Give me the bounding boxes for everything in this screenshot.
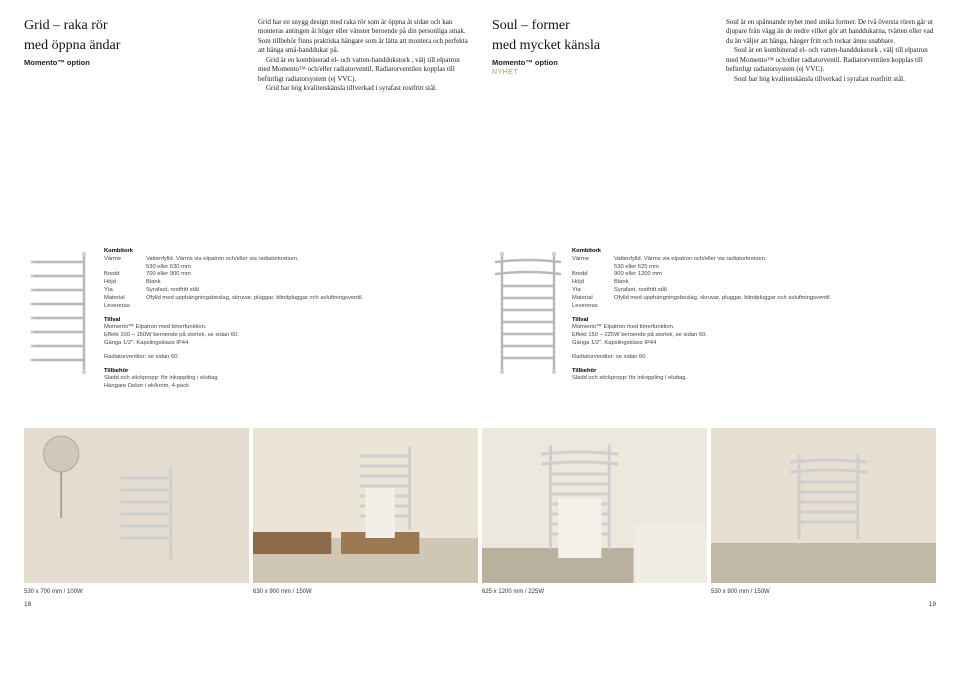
sl-tillbeh-2: Hängare Dekor i ek/krom, 4-pack	[104, 383, 363, 391]
intro-row: Grid – raka rör med öppna ändar Momento™…	[24, 18, 936, 168]
sr-hojd: Höjd	[572, 279, 608, 287]
sr-yta: Yta	[572, 287, 608, 295]
sv-lev: Ofylld med upphängningsbeslag, skruvar, …	[146, 295, 363, 303]
sl-tillbeh-1: Sladd och stickpropp: för inkoppling i e…	[104, 375, 363, 383]
grid-title-col: Grid – raka rör med öppna ändar Momento™…	[24, 18, 234, 168]
caption-4: 530 x 900 mm / 150W	[711, 589, 936, 595]
sv-varme: Vattenfylld. Värms via elpatron och/elle…	[146, 256, 363, 264]
grid-p2: Grid är en kombinerad el- och vatten-han…	[258, 56, 468, 84]
page-left: 18	[24, 601, 31, 608]
sl-yta: Yta	[104, 287, 140, 295]
spec-row: Kombitork Värme Bredd Höjd Yta Material …	[24, 248, 936, 408]
grid-subtitle: Momento™ option	[24, 58, 234, 67]
sl-varme: Värme	[104, 256, 140, 264]
srv-varme: Vattenfylld. Värms via elpatron och/elle…	[614, 256, 831, 264]
sr-radv: Radiatorventiler: se sidan 60.	[572, 354, 831, 362]
sr-material: Material	[572, 295, 608, 303]
grid-body-col: Grid har en snygg design med raka rör so…	[258, 18, 468, 168]
srv-bredd: 530 eller 625 mm	[614, 264, 831, 272]
soul-nyhet-badge: NYHET	[492, 69, 702, 76]
grid-rail-icon	[24, 248, 94, 378]
soul-title-2: med mycket känsla	[492, 38, 702, 54]
soul-title-col: Soul – former med mycket känsla Momento™…	[492, 18, 702, 168]
soul-rail-icon	[492, 248, 562, 378]
sr-bredd: Bredd	[572, 271, 608, 279]
grid-spec-head: Kombitork	[104, 248, 133, 254]
sr-tillbeh-h: Tillbehör	[572, 368, 596, 374]
grid-title-1: Grid – raka rör	[24, 18, 234, 34]
caption-1: 530 x 700 mm / 100W	[24, 589, 249, 595]
srv-hojd: 900 eller 1200 mm	[614, 271, 831, 279]
sl-tillbeh-h: Tillbehör	[104, 368, 128, 374]
soul-spec-block: Kombitork Värme Bredd Höjd Yta Material …	[572, 248, 831, 408]
srv-lev: Ofylld med upphängningsbeslag, skruvar, …	[614, 295, 831, 303]
page-right: 19	[929, 601, 936, 608]
sv-bredd: 530 eller 630 mm	[146, 264, 363, 272]
photo-grid-large	[253, 428, 478, 583]
soul-p1: Soul är en spännande nyhet med unika for…	[726, 18, 936, 46]
grid-title-2: med öppna ändar	[24, 38, 234, 54]
sv-yta: Blank	[146, 279, 363, 287]
grid-p3: Grid har hög kvalitetskänsla tillverkad …	[258, 84, 468, 93]
sr-varme: Värme	[572, 256, 608, 264]
sl-material: Material	[104, 295, 140, 303]
soul-spec-head: Kombitork	[572, 248, 601, 254]
sr-tillval-1: Momento™ Elpatron med timerfunktion.	[572, 324, 831, 332]
grid-p1: Grid har en snygg design med raka rör so…	[258, 18, 468, 56]
sl-tillval-h: Tillval	[104, 317, 120, 323]
photo-grid-small	[24, 428, 249, 583]
sr-lev: Levereras	[572, 303, 608, 311]
page-numbers: 18 19	[24, 601, 936, 608]
photo-soul-small	[711, 428, 936, 583]
soul-body-col: Soul är en spännande nyhet med unika for…	[726, 18, 936, 168]
srv-yta: Blank	[614, 279, 831, 287]
soul-product-block: Kombitork Värme Bredd Höjd Yta Material …	[492, 248, 936, 408]
srv-material: Syrafast, rostfritt stål	[614, 287, 831, 295]
photo-soul-large	[482, 428, 707, 583]
soul-subtitle: Momento™ option	[492, 58, 702, 67]
grid-spec-block: Kombitork Värme Bredd Höjd Yta Material …	[104, 248, 363, 408]
caption-2: 630 x 900 mm / 150W	[253, 589, 478, 595]
sr-tillval-2: Effekt 150 – 225W beroende på storlek, s…	[572, 332, 831, 340]
sv-material: Syrafast, rostfritt stål	[146, 287, 363, 295]
caption-3: 625 x 1200 mm / 225W	[482, 589, 707, 595]
photo-row	[24, 428, 936, 583]
grid-product-block: Kombitork Värme Bredd Höjd Yta Material …	[24, 248, 468, 408]
sl-bredd: Bredd	[104, 271, 140, 279]
sl-tillval-3: Gänga 1/2". Kapslingsklass IP44	[104, 340, 363, 348]
sr-tillbeh-1: Sladd och stickpropp: för inkoppling i e…	[572, 375, 831, 383]
soul-title-1: Soul – former	[492, 18, 702, 34]
sl-radv: Radiatorventiler: se sidan 60.	[104, 354, 363, 362]
soul-p3: Soul har hög kvalitetskänsla tillverkad …	[726, 75, 936, 84]
soul-p2: Soul är en kombinerad el- och vatten-han…	[726, 46, 936, 74]
sl-lev: Levereras	[104, 303, 140, 311]
sr-tillval-3: Gänga 1/2". Kapslingsklass IP44	[572, 340, 831, 348]
sl-tillval-1: Momento™ Elpatron med timerfunktion.	[104, 324, 363, 332]
caption-row: 530 x 700 mm / 100W 630 x 900 mm / 150W …	[24, 589, 936, 595]
sl-hojd: Höjd	[104, 279, 140, 287]
sv-hojd: 700 eller 900 mm	[146, 271, 363, 279]
sl-tillval-2: Effekt 100 – 150W beroende på storlek, s…	[104, 332, 363, 340]
sr-tillval-h: Tillval	[572, 317, 588, 323]
